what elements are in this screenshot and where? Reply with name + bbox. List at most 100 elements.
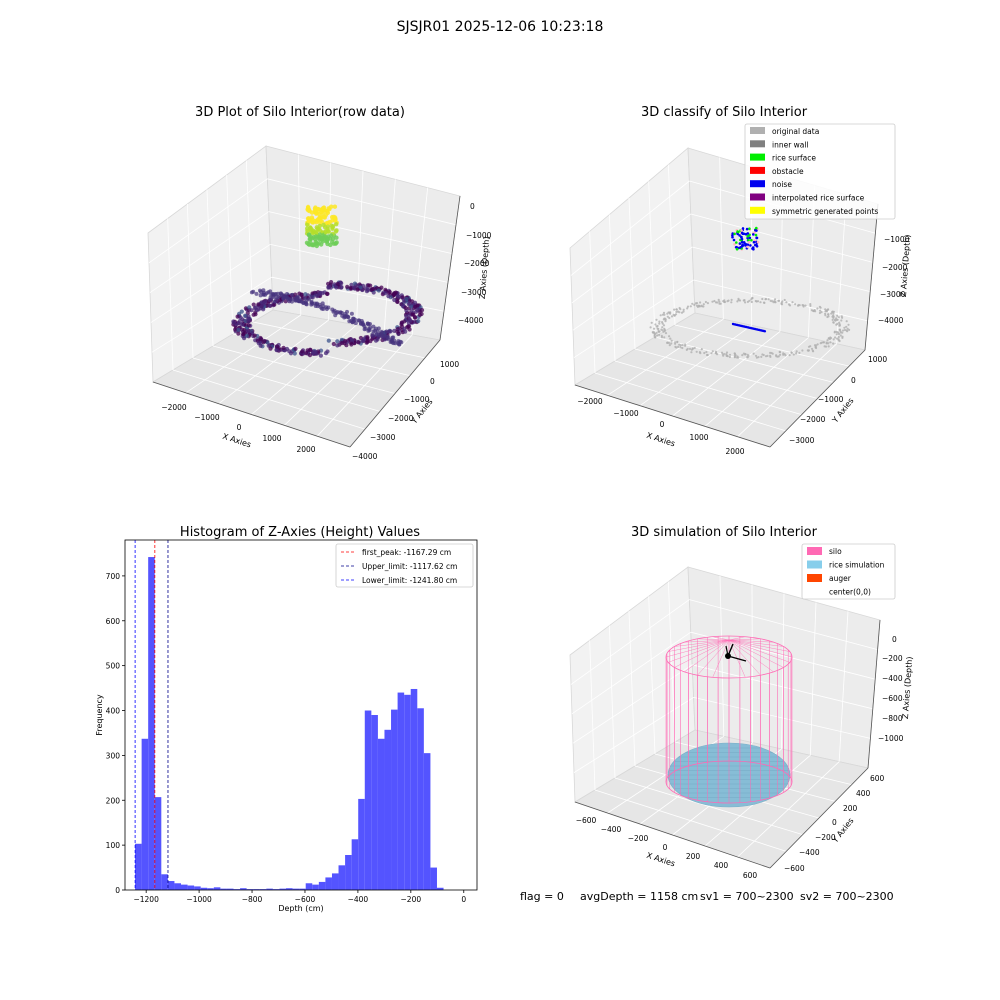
- raw-point: [323, 351, 329, 356]
- histogram-yticks: 0 100 200 300 400 500 600 700: [106, 572, 125, 895]
- histogram-bar: [423, 753, 431, 890]
- raw-ytick: −1000: [404, 395, 430, 404]
- simulation-legend-label: silo: [829, 547, 842, 556]
- histogram-ytick-label: 700: [106, 572, 121, 581]
- classify-point: [677, 310, 680, 313]
- classify-point: [722, 300, 725, 303]
- classify-point: [735, 247, 739, 251]
- classify-point: [741, 227, 745, 230]
- raw-point: [320, 207, 326, 212]
- classify-point: [824, 345, 828, 348]
- histogram-x-label: Depth (cm): [278, 904, 323, 913]
- raw-point: [407, 301, 412, 306]
- classify-point: [840, 319, 843, 322]
- raw-point: [338, 310, 343, 315]
- classify-point: [740, 235, 743, 239]
- classify-point: [711, 300, 714, 303]
- silo-roof-line: [728, 638, 761, 641]
- raw-xtick: 1000: [262, 434, 281, 443]
- pane-grid-line: [781, 593, 785, 750]
- classify-point: [797, 303, 800, 307]
- simulation-legend-label: center(0,0): [829, 588, 871, 597]
- simulation-panel-title: 3D simulation of Silo Interior: [631, 525, 818, 540]
- raw-ztick: −3000: [461, 288, 487, 297]
- raw-point: [355, 287, 360, 292]
- raw-z-axis-line: [439, 195, 461, 341]
- classify-point: [746, 232, 750, 235]
- simulation-xtick: −200: [628, 834, 649, 843]
- classify-point: [748, 236, 752, 240]
- raw-point: [317, 228, 323, 233]
- classify-point: [807, 349, 811, 352]
- raw-point: [313, 349, 318, 354]
- histogram-bar: [377, 738, 385, 890]
- pane-grid-line: [267, 178, 457, 226]
- raw-point: [333, 313, 338, 318]
- classify-point: [682, 308, 685, 311]
- classify-point: [663, 329, 666, 332]
- raw-point: [386, 294, 391, 299]
- classify-point: [746, 356, 749, 359]
- pane-grid-line: [185, 314, 302, 394]
- classify-point: [728, 355, 732, 359]
- classify-point: [841, 336, 844, 339]
- classify-point: [677, 345, 680, 348]
- classify-point: [690, 348, 694, 351]
- classify-point: [740, 241, 744, 244]
- pane-grid-line: [251, 324, 357, 415]
- classify-point: [686, 305, 690, 308]
- classify-point: [740, 237, 744, 241]
- histogram-bar: [213, 887, 221, 890]
- classify-ytick: −1000: [818, 395, 844, 404]
- raw-point: [374, 332, 379, 337]
- pane-grid-line: [206, 189, 214, 347]
- pane-grid-line: [573, 279, 694, 358]
- classify-point: [752, 240, 756, 244]
- simulation-legend-label: auger: [829, 574, 852, 583]
- panel-histogram: Histogram of Z-Axies (Height) Values −12…: [95, 525, 478, 913]
- classify-point: [703, 351, 706, 355]
- classify-point: [847, 323, 850, 326]
- raw-xtick: 2000: [296, 445, 315, 454]
- raw-z-axis-label: Z Axies (Depth): [478, 236, 491, 299]
- raw-point: [407, 317, 412, 322]
- classify-point: [744, 301, 747, 304]
- raw-point: [331, 214, 336, 220]
- classify-point: [744, 352, 747, 356]
- raw-point: [251, 312, 256, 317]
- raw-point: [345, 309, 349, 314]
- pane-grid-line: [608, 625, 616, 779]
- classify-point: [826, 339, 829, 342]
- classify-point: [835, 323, 838, 326]
- raw-point: [402, 326, 407, 331]
- classify-legend-swatch: [750, 166, 765, 174]
- classify-point: [841, 331, 844, 334]
- classify-point: [657, 327, 660, 331]
- histogram-xtick-label: −600: [295, 895, 316, 904]
- raw-point: [375, 337, 380, 342]
- classify-legend-label: original data: [772, 127, 819, 136]
- classify-point: [804, 304, 807, 307]
- classify-point: [681, 346, 684, 350]
- classify-x-axis-label: X Axies: [645, 431, 676, 449]
- simulation-xtick: 400: [714, 861, 729, 870]
- raw-point: [318, 290, 323, 295]
- classify-point: [659, 314, 662, 317]
- raw-point: [315, 218, 321, 223]
- classify-point: [695, 350, 698, 353]
- histogram-xtick-label: −800: [242, 895, 263, 904]
- classify-point: [831, 310, 834, 313]
- simulation-xtick: −400: [601, 825, 622, 834]
- classify-point: [816, 343, 819, 346]
- raw-point: [376, 326, 381, 331]
- classify-point: [829, 337, 833, 340]
- pane-grid-line: [589, 640, 596, 791]
- classify-point: [752, 352, 755, 355]
- pane-grid-line: [737, 761, 840, 858]
- raw-point: [392, 297, 397, 303]
- raw-point: [313, 234, 319, 239]
- raw-point: [360, 338, 365, 343]
- classify-point: [835, 330, 838, 334]
- raw-point: [309, 210, 315, 215]
- classify-point: [747, 241, 751, 244]
